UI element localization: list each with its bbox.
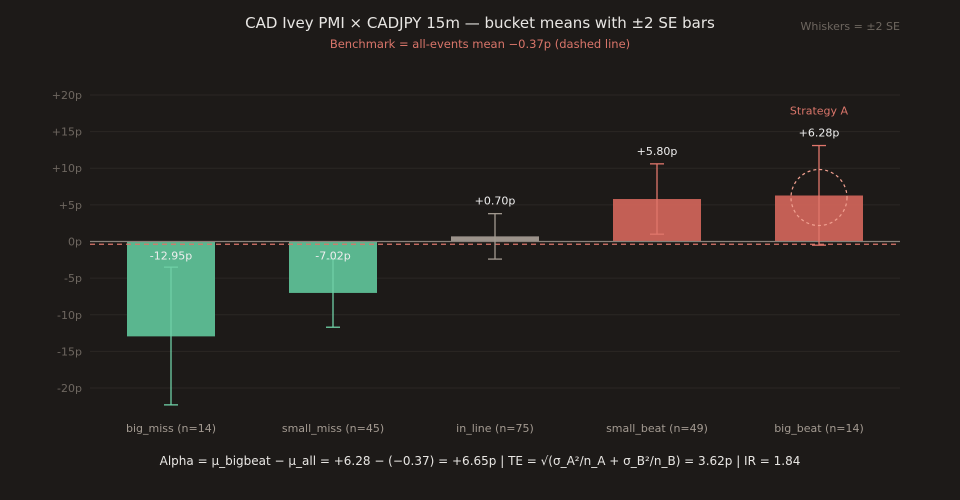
data-label: +0.70p bbox=[475, 195, 516, 208]
data-label: -12.95p bbox=[150, 250, 192, 263]
y-tick-label: 0p bbox=[68, 236, 82, 249]
chart-subtitle: Benchmark = all-events mean −0.37p (dash… bbox=[330, 37, 630, 51]
y-tick-label: +15p bbox=[52, 126, 82, 139]
chart-title: CAD Ivey PMI × CADJPY 15m — bucket means… bbox=[245, 14, 715, 32]
whisker-note: Whiskers = ±2 SE bbox=[801, 20, 901, 33]
highlight-label: Strategy A bbox=[790, 105, 849, 118]
category-label: small_miss (n=45) bbox=[282, 422, 384, 435]
category-label: big_miss (n=14) bbox=[126, 422, 216, 435]
footer-formula: Alpha = μ_bigbeat − μ_all = +6.28 − (−0.… bbox=[160, 454, 801, 468]
y-tick-label: -15p bbox=[57, 345, 82, 358]
data-label: +6.28p bbox=[799, 127, 840, 140]
y-tick-label: +20p bbox=[52, 89, 82, 102]
y-tick-label: -5p bbox=[64, 272, 82, 285]
y-tick-label: -10p bbox=[57, 309, 82, 322]
plot-area: +20p +15p +10p +5p 0p -5p -10p -15p -20p -12.95p -… bbox=[52, 89, 900, 435]
data-label: +5.80p bbox=[637, 145, 678, 158]
category-label: small_beat (n=49) bbox=[606, 422, 708, 435]
category-label: big_beat (n=14) bbox=[774, 422, 864, 435]
category-label: in_line (n=75) bbox=[456, 422, 534, 435]
y-tick-label: +10p bbox=[52, 162, 82, 175]
y-tick-label: -20p bbox=[57, 382, 82, 395]
highlight-circle bbox=[790, 168, 848, 227]
data-label: -7.02p bbox=[315, 250, 350, 263]
y-tick-label: +5p bbox=[59, 199, 82, 212]
